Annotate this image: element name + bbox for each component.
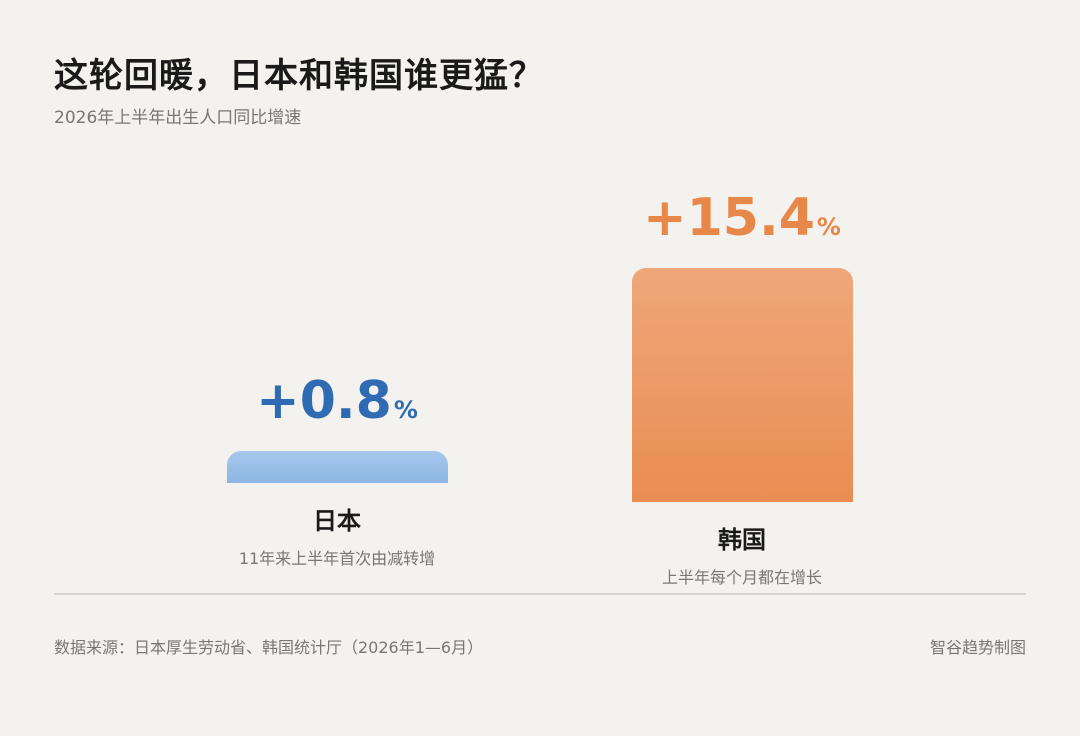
bar-japan (226, 451, 448, 483)
brand-credit: 智谷趋势制图 (929, 638, 1026, 657)
value-label-korea: +15.4% (582, 188, 902, 248)
category-label-japan: 日本 (313, 507, 361, 535)
note-korea: 上半年每个月都在增长 (661, 568, 822, 587)
chart-title: 这轮回暖，日本和韩国谁更猛？ (54, 56, 544, 96)
value-number-korea: +15.4 (643, 188, 815, 248)
footer-divider (54, 593, 1026, 595)
note-japan: 11年来上半年首次由减转增 (238, 549, 436, 568)
data-source: 数据来源：日本厚生劳动省、韩国统计厅（2026年1—6月） (54, 638, 484, 657)
value-label-japan: +0.8% (177, 371, 497, 431)
category-label-korea: 韩国 (718, 526, 766, 554)
value-number-japan: +0.8 (256, 371, 392, 431)
value-unit-japan: % (393, 396, 418, 424)
value-unit-korea: % (816, 213, 841, 241)
bar-korea (631, 268, 853, 502)
chart-subtitle: 2026年上半年出生人口同比增速 (54, 108, 302, 128)
